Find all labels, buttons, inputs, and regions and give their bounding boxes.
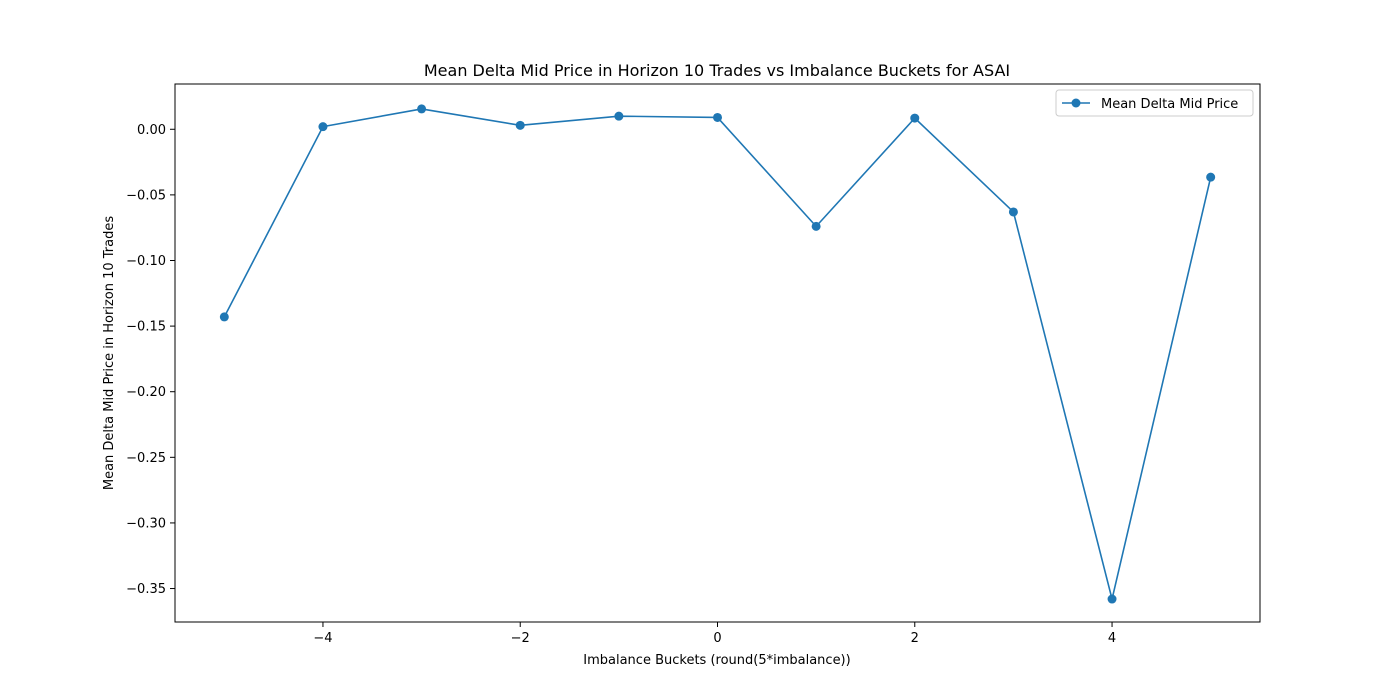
- data-point: [713, 112, 722, 122]
- x-tick-label: 0: [713, 631, 721, 646]
- legend-frame: [1055, 89, 1254, 117]
- x-axis-label: Imbalance Buckets (round(5*imbalance)): [583, 653, 850, 668]
- data-point: [1206, 172, 1216, 182]
- data-point: [417, 104, 427, 114]
- x-tick-label: 2: [911, 631, 919, 646]
- y-tick-label: −0.20: [126, 385, 166, 400]
- x-tick-label: −2: [511, 631, 530, 646]
- data-point: [515, 120, 525, 130]
- plot-area: −4 −2 0 2 4 0.00 −0.05 −0.10 −0.15 −0.20 −0.25 −0.3…: [126, 83, 1261, 646]
- y-tick-label: −0.10: [126, 254, 166, 269]
- data-point: [219, 312, 229, 322]
- y-tick-label: −0.25: [126, 451, 166, 466]
- y-tick-label: −0.35: [126, 582, 166, 597]
- data-point: [910, 113, 920, 123]
- y-axis-label: Mean Delta Mid Price in Horizon 10 Trade…: [102, 216, 117, 491]
- data-point: [811, 221, 821, 231]
- data-point: [614, 111, 624, 121]
- legend-entry-label: Mean Delta Mid Price: [1101, 97, 1238, 112]
- y-tick-label: −0.30: [126, 516, 166, 531]
- y-tick-label: −0.05: [126, 188, 166, 203]
- data-point: [1008, 207, 1018, 217]
- x-tick-label: −4: [313, 631, 332, 646]
- legend: Mean Delta Mid Price: [1055, 89, 1254, 117]
- data-point: [1107, 594, 1117, 604]
- y-tick-label: 0.00: [137, 123, 166, 138]
- legend-marker-swatch: [1071, 98, 1081, 108]
- chart-title: Mean Delta Mid Price in Horizon 10 Trade…: [424, 61, 1010, 80]
- x-tick-label: 4: [1108, 631, 1116, 646]
- data-point: [318, 122, 328, 132]
- y-tick-label: −0.15: [126, 320, 166, 335]
